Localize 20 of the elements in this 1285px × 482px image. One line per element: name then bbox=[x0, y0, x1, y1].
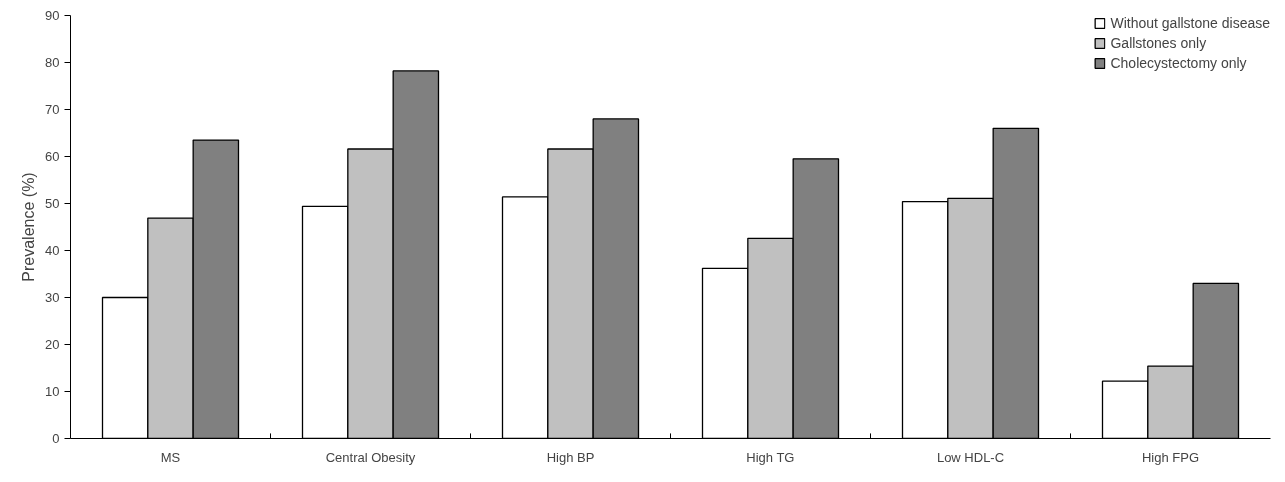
y-tick-label: 20 bbox=[45, 337, 60, 352]
x-tick-label: High BP bbox=[546, 449, 595, 465]
y-tick-label: 60 bbox=[45, 149, 60, 164]
y-tick-label: 90 bbox=[45, 8, 60, 23]
y-tick-label: 30 bbox=[45, 290, 60, 305]
x-tick-label: Low HDL-C bbox=[936, 449, 1005, 465]
y-tick-label: 50 bbox=[45, 196, 60, 211]
y-tick-label: 0 bbox=[52, 431, 60, 446]
legend-label: Without gallstone disease bbox=[1110, 15, 1270, 31]
legend-label: Cholecystectomy only bbox=[1110, 55, 1247, 71]
x-tick-label: MS bbox=[160, 449, 181, 465]
y-tick-label: 80 bbox=[45, 55, 60, 70]
y-axis-title: Prevalence (%) bbox=[20, 172, 38, 282]
x-tick-label: High TG bbox=[746, 449, 795, 465]
x-tick-label: High FPG bbox=[1141, 449, 1200, 465]
legend-label: Gallstones only bbox=[1110, 35, 1207, 51]
y-tick-label: 70 bbox=[45, 102, 60, 117]
y-tick-label: 10 bbox=[45, 384, 60, 399]
x-tick-label: Central Obesity bbox=[325, 449, 416, 465]
y-tick-label: 40 bbox=[45, 243, 60, 258]
